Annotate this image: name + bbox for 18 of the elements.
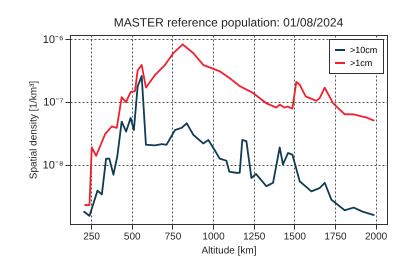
legend-label: >1cm <box>350 58 372 68</box>
legend-label: >10cm <box>350 45 378 55</box>
x-tick-label: 1000 <box>202 232 226 242</box>
x-tick-label: 2000 <box>364 232 388 242</box>
chart-title: MASTER reference population: 01/08/2024 <box>114 15 344 30</box>
y-tick-label: 10⁻⁸ <box>42 159 64 172</box>
x-tick-label: 750 <box>164 232 182 242</box>
y-axis-title: Spatial density [1/km³] <box>28 80 40 180</box>
line-series <box>84 43 375 206</box>
x-tick-label: 1750 <box>324 232 348 242</box>
x-tick-label: 1500 <box>284 232 306 242</box>
y-tick-label: 10⁻⁶ <box>42 34 64 46</box>
x-tick-label: 250 <box>83 232 100 242</box>
y-tick-label: 10⁻⁷ <box>43 96 64 109</box>
line-series <box>83 75 375 217</box>
x-tick-label: 500 <box>124 232 142 242</box>
x-axis-title: Altitude [km] <box>201 246 257 256</box>
x-tick-label: 1250 <box>243 232 266 242</box>
